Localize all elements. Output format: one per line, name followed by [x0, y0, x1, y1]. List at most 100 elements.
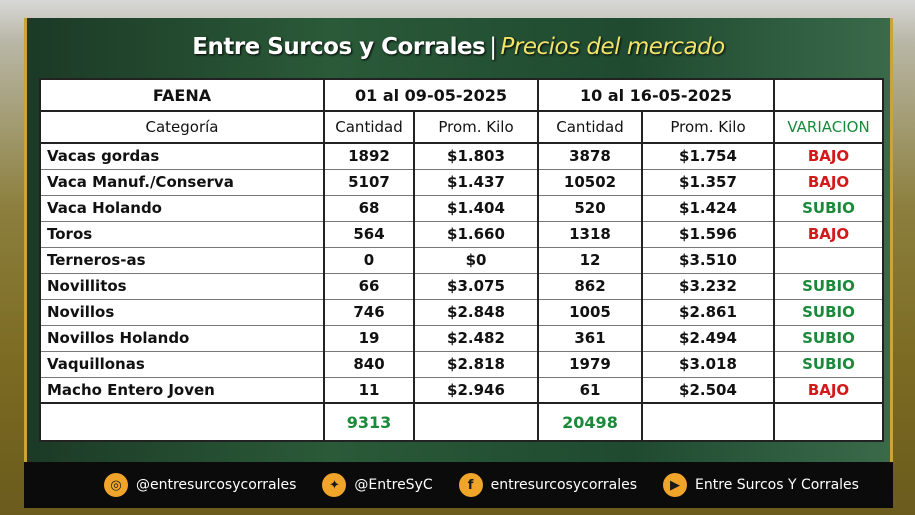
period-2-header: 10 al 16-05-2025 — [537, 78, 775, 112]
page-title: Entre Surcos y Corrales | Precios del merc… — [27, 34, 890, 60]
prom-kilo-2-cell: $2.861 — [641, 298, 775, 326]
prom-kilo-2-cell: $3.510 — [641, 246, 775, 274]
social-footer: ◎ @entresurcosycorrales ✦ @EntreSyC f entresu… — [24, 462, 893, 508]
price-board: Entre Surcos y Corrales | Precios del merc… — [24, 18, 893, 462]
category-cell: Vacas gordas — [39, 142, 325, 170]
table-row: Novillos Holando 19 $2.482 361 $2.494 SUBIO — [39, 324, 884, 352]
totals-empty-cell — [773, 402, 884, 442]
table-row: Vaca Manuf./Conserva 5107 $1.437 10502 $1.35… — [39, 168, 884, 196]
table-row: Vacas gordas 1892 $1.803 3878 $1.754 BAJO — [39, 142, 884, 170]
youtube-icon: ▶ — [663, 473, 688, 497]
category-cell: Vaca Holando — [39, 194, 325, 222]
variacion-cell: BAJO — [773, 168, 884, 196]
social-link-instagram[interactable]: ◎ @entresurcosycorrales — [104, 473, 296, 497]
cantidad-2-cell: 520 — [537, 194, 643, 222]
cantidad-2-cell: 12 — [537, 246, 643, 274]
cantidad-1-cell: 1892 — [323, 142, 415, 170]
table-row: Macho Entero Joven 11 $2.946 61 $2.504 BAJO — [39, 376, 884, 404]
prom-kilo-1-cell: $2.818 — [413, 350, 539, 378]
table-row: Toros 564 $1.660 1318 $1.596 BAJO — [39, 220, 884, 248]
cantidad-2-cell: 61 — [537, 376, 643, 404]
cantidad-2-cell: 10502 — [537, 168, 643, 196]
table-header-row: FAENA 01 al 09-05-2025 10 al 16-05-2025 — [39, 78, 884, 112]
social-link-twitter[interactable]: ✦ @EntreSyC — [322, 473, 433, 497]
cantidad-2-cell: 1979 — [537, 350, 643, 378]
variacion-cell: BAJO — [773, 376, 884, 404]
total-2: 20498 — [537, 402, 643, 442]
prom-kilo-2-cell: $2.494 — [641, 324, 775, 352]
cantidad-2-cell: 1318 — [537, 220, 643, 248]
empty-header — [773, 78, 884, 112]
category-cell: Vaca Manuf./Conserva — [39, 168, 325, 196]
totals-empty-cell — [641, 402, 775, 442]
prom-kilo-1-header: Prom. Kilo — [413, 110, 539, 144]
cantidad-2-cell: 3878 — [537, 142, 643, 170]
categoria-header: Categoría — [39, 110, 325, 144]
prom-kilo-2-cell: $1.754 — [641, 142, 775, 170]
variacion-cell: SUBIO — [773, 350, 884, 378]
cantidad-1-cell: 66 — [323, 272, 415, 300]
prom-kilo-2-cell: $1.424 — [641, 194, 775, 222]
title-separator: | — [489, 34, 497, 60]
cantidad-1-cell: 19 — [323, 324, 415, 352]
variacion-cell: SUBIO — [773, 324, 884, 352]
prom-kilo-1-cell: $1.404 — [413, 194, 539, 222]
social-handle: entresurcosycorrales — [490, 477, 638, 493]
prom-kilo-2-cell: $3.232 — [641, 272, 775, 300]
prom-kilo-1-cell: $1.660 — [413, 220, 539, 248]
cantidad-1-cell: 11 — [323, 376, 415, 404]
cantidad-1-cell: 68 — [323, 194, 415, 222]
title-main: Entre Surcos y Corrales — [192, 34, 486, 60]
table-row: Vaca Holando 68 $1.404 520 $1.424 SUBIO — [39, 194, 884, 222]
table-subheader-row: Categoría Cantidad Prom. Kilo Cantidad P… — [39, 110, 884, 144]
table-row: Terneros-as 0 $0 12 $3.510 — [39, 246, 884, 274]
cantidad-1-cell: 746 — [323, 298, 415, 326]
faena-header: FAENA — [39, 78, 325, 112]
variacion-cell: BAJO — [773, 142, 884, 170]
title-sub: Precios del mercado — [500, 34, 726, 60]
totals-row: 9313 20498 — [39, 402, 884, 442]
cantidad-1-cell: 0 — [323, 246, 415, 274]
social-link-facebook[interactable]: f entresurcosycorrales — [458, 473, 638, 497]
variacion-header: VARIACION — [773, 110, 884, 144]
totals-empty-cell — [413, 402, 539, 442]
social-handle: @EntreSyC — [354, 477, 433, 493]
cantidad-2-cell: 862 — [537, 272, 643, 300]
totals-label-cell — [39, 402, 325, 442]
cantidad-2-cell: 361 — [537, 324, 643, 352]
prom-kilo-1-cell: $1.437 — [413, 168, 539, 196]
table-row: Novillitos 66 $3.075 862 $3.232 SUBIO — [39, 272, 884, 300]
category-cell: Toros — [39, 220, 325, 248]
total-1: 9313 — [323, 402, 415, 442]
category-cell: Vaquillonas — [39, 350, 325, 378]
cantidad-2-header: Cantidad — [537, 110, 643, 144]
social-handle: @entresurcosycorrales — [136, 477, 297, 493]
twitter-icon: ✦ — [322, 473, 347, 497]
facebook-icon: f — [458, 473, 483, 497]
prom-kilo-2-cell: $3.018 — [641, 350, 775, 378]
variacion-cell: SUBIO — [773, 194, 884, 222]
prom-kilo-2-cell: $1.596 — [641, 220, 775, 248]
prom-kilo-1-cell: $3.075 — [413, 272, 539, 300]
prom-kilo-1-cell: $2.946 — [413, 376, 539, 404]
category-cell: Novillos — [39, 298, 325, 326]
cantidad-1-cell: 840 — [323, 350, 415, 378]
prom-kilo-2-cell: $2.504 — [641, 376, 775, 404]
prom-kilo-1-cell: $2.482 — [413, 324, 539, 352]
cantidad-1-cell: 564 — [323, 220, 415, 248]
social-handle: Entre Surcos Y Corrales — [695, 477, 859, 493]
social-link-youtube[interactable]: ▶ Entre Surcos Y Corrales — [663, 473, 859, 497]
cantidad-1-cell: 5107 — [323, 168, 415, 196]
market-price-table: FAENA 01 al 09-05-2025 10 al 16-05-2025 … — [39, 78, 884, 442]
prom-kilo-2-header: Prom. Kilo — [641, 110, 775, 144]
category-cell: Macho Entero Joven — [39, 376, 325, 404]
instagram-icon: ◎ — [104, 473, 128, 497]
variacion-cell: SUBIO — [773, 272, 884, 300]
prom-kilo-1-cell: $0 — [413, 246, 539, 274]
variacion-cell: SUBIO — [773, 298, 884, 326]
table-row: Novillos 746 $2.848 1005 $2.861 SUBIO — [39, 298, 884, 326]
category-cell: Novillos Holando — [39, 324, 325, 352]
cantidad-2-cell: 1005 — [537, 298, 643, 326]
prom-kilo-1-cell: $1.803 — [413, 142, 539, 170]
variacion-cell — [773, 246, 884, 274]
